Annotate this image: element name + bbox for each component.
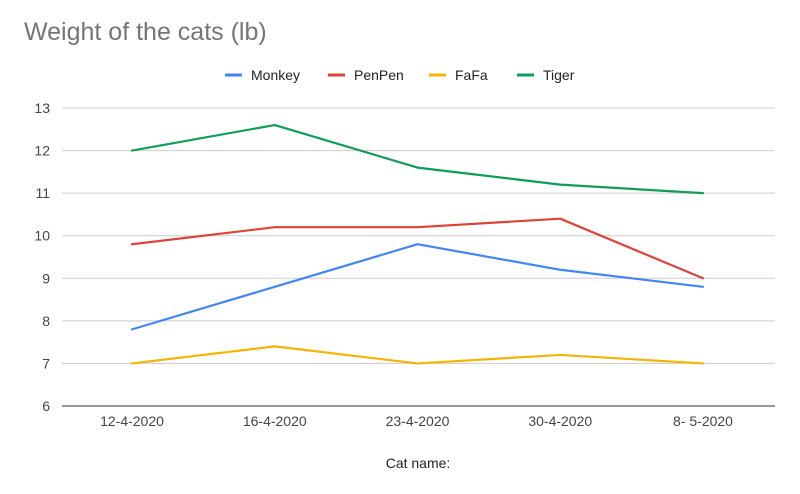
x-tick-label: 12-4-2020: [100, 413, 164, 429]
chart-title: Weight of the cats (lb): [24, 18, 267, 46]
series-lines: [130, 123, 705, 365]
legend: Monkey PenPen FaFa Tiger: [225, 67, 575, 83]
legend-label-monkey: Monkey: [251, 67, 300, 83]
y-tick-label: 9: [42, 270, 50, 286]
series-line-monkey: [130, 243, 705, 331]
x-axis-title: Cat name:: [386, 455, 451, 471]
y-tick-label: 6: [42, 398, 50, 414]
y-tick-label: 8: [42, 313, 50, 329]
y-tick-label: 7: [42, 355, 50, 371]
x-tick-label: 16-4-2020: [243, 413, 307, 429]
legend-label-fafa: FaFa: [455, 67, 488, 83]
x-tick-label: 8- 5-2020: [673, 413, 733, 429]
y-tick-labels: 6 7 8 9 10 11 12 13: [34, 100, 50, 414]
legend-label-tiger: Tiger: [543, 67, 575, 83]
legend-label-penpen: PenPen: [354, 67, 404, 83]
series-line-fafa: [130, 345, 705, 365]
y-tick-label: 13: [34, 100, 50, 116]
y-tick-label: 11: [35, 185, 50, 201]
x-tick-label: 23-4-2020: [386, 413, 450, 429]
y-tick-label: 10: [34, 228, 50, 244]
x-tick-label: 30-4-2020: [528, 413, 592, 429]
series-line-penpen: [130, 217, 705, 280]
y-tick-label: 12: [34, 143, 50, 159]
x-tick-labels: 12-4-2020 16-4-2020 23-4-2020 30-4-2020 8- 5…: [100, 413, 733, 429]
series-line-tiger: [130, 123, 705, 195]
